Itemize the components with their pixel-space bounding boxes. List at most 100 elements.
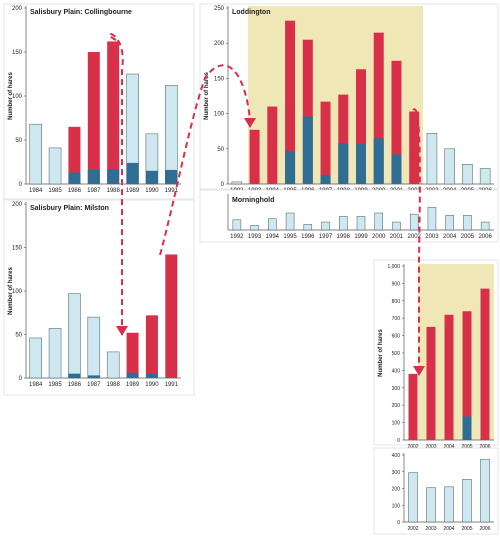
y-tick-label: 300 [392, 470, 401, 476]
bar [285, 212, 295, 231]
chart-frame [373, 447, 499, 535]
x-tick-label: 1989 [126, 382, 140, 388]
bar [462, 416, 472, 440]
x-tick-label: 1992 [230, 234, 244, 240]
bar [356, 143, 366, 184]
bar [426, 133, 438, 185]
bar [320, 174, 331, 184]
x-tick-label: 1987 [87, 382, 101, 388]
y-tick-label: 200 [214, 41, 225, 47]
bar [107, 41, 120, 184]
bar [29, 337, 42, 379]
bar [267, 106, 278, 184]
bar [87, 52, 100, 184]
bar [444, 314, 454, 440]
bar [250, 225, 259, 231]
bar [285, 150, 296, 184]
x-tick-label: 1991 [165, 188, 179, 194]
y-tick-label: 50 [217, 147, 224, 153]
bar [87, 375, 100, 378]
y-tick-label: 100 [392, 503, 401, 509]
x-tick-label: 1998 [337, 234, 351, 240]
x-tick-label: 2003 [425, 526, 436, 532]
x-tick-label: 2001 [390, 234, 404, 240]
bar [303, 224, 313, 231]
x-tick-label: 2003 [425, 444, 436, 450]
bar [231, 181, 243, 185]
bar [106, 351, 120, 379]
bar [126, 332, 139, 378]
y-axis-label: Number of hares [378, 329, 384, 377]
x-tick-label: 1984 [29, 382, 43, 388]
y-tick-label: 200 [12, 6, 23, 12]
x-tick-label: 1991 [165, 382, 179, 388]
y-tick-label: 200 [392, 487, 401, 493]
bar [285, 20, 296, 185]
bar [373, 32, 384, 184]
y-axis-label: Number of hares [8, 267, 14, 315]
bar [356, 69, 366, 184]
x-tick-label: 2005 [461, 234, 475, 240]
y-axis-label: Number of hares [8, 72, 14, 120]
bar [374, 212, 383, 231]
x-tick-label: 2005 [461, 526, 472, 532]
y-tick-label: 200 [392, 403, 401, 409]
bar [320, 101, 331, 184]
chart-title: Salisbury Plain: Milston [30, 205, 109, 212]
chart-collingbourne: 0 50 100 150 200 1984 1985 1986 1987 1988 1989 1990… [3, 3, 195, 200]
y-axis-label: Number of hares [204, 72, 210, 120]
chart-milston: 0 50 100 150 200 1984 1985 1986 1987 1988 1989 1990… [3, 199, 195, 396]
arrow-collingbourne-to-milston [108, 33, 124, 330]
bar [268, 218, 277, 231]
arrow-loddington-to-bottom-head [413, 366, 425, 376]
bar [48, 147, 62, 185]
arrow-milston-to-loddington [159, 64, 251, 256]
bar [145, 170, 158, 184]
y-tick-label: 100 [12, 289, 23, 295]
x-tick-label: 2002 [408, 234, 422, 240]
y-tick-label: 250 [214, 6, 225, 12]
x-tick-label: 1987 [87, 188, 101, 194]
bar [145, 315, 158, 378]
y-tick-label: 150 [12, 50, 23, 56]
bar [408, 373, 418, 440]
x-tick-label: 1999 [354, 234, 368, 240]
y-tick-label: 700 [392, 316, 401, 322]
y-tick-label: 0 [19, 376, 23, 382]
y-tick-label: 0 [397, 520, 400, 526]
bar [339, 216, 348, 231]
bar [165, 254, 178, 378]
y-tick-label: 600 [392, 334, 401, 340]
bar [463, 215, 472, 231]
chart-loddington: 0501001502002501992199319941995199619971… [199, 3, 499, 194]
bar [107, 169, 120, 184]
bar [48, 328, 62, 379]
x-tick-label: 1989 [126, 188, 140, 194]
x-tick-label: 2000 [372, 234, 386, 240]
x-tick-label: 2004 [443, 234, 457, 240]
y-tick-label: 0 [221, 182, 225, 188]
bar [68, 293, 81, 379]
bar [392, 221, 401, 231]
x-tick-label: 1988 [107, 382, 121, 388]
arrow-milston-to-loddington-head [244, 118, 256, 128]
x-tick-label: 2002 [407, 526, 418, 532]
y-tick-label: 400 [392, 453, 401, 459]
bar [426, 487, 436, 523]
bar [68, 172, 81, 184]
bar [249, 129, 260, 184]
bar [391, 60, 402, 184]
x-tick-label: 1994 [266, 234, 280, 240]
y-tick-label: 50 [15, 333, 22, 339]
x-tick-label: 1995 [283, 234, 297, 240]
bar [87, 316, 101, 379]
bar [408, 472, 418, 523]
x-tick-label: 2002 [407, 444, 418, 450]
chart-bottom_right_top: 0 100 200 300 400 500 600 700 800 900 1,000 2002 200… [373, 259, 499, 450]
bar [338, 143, 349, 184]
x-tick-label: 1997 [319, 234, 333, 240]
bar [68, 126, 81, 184]
connector-arrows [108, 33, 425, 376]
x-tick-label: 1996 [301, 234, 315, 240]
